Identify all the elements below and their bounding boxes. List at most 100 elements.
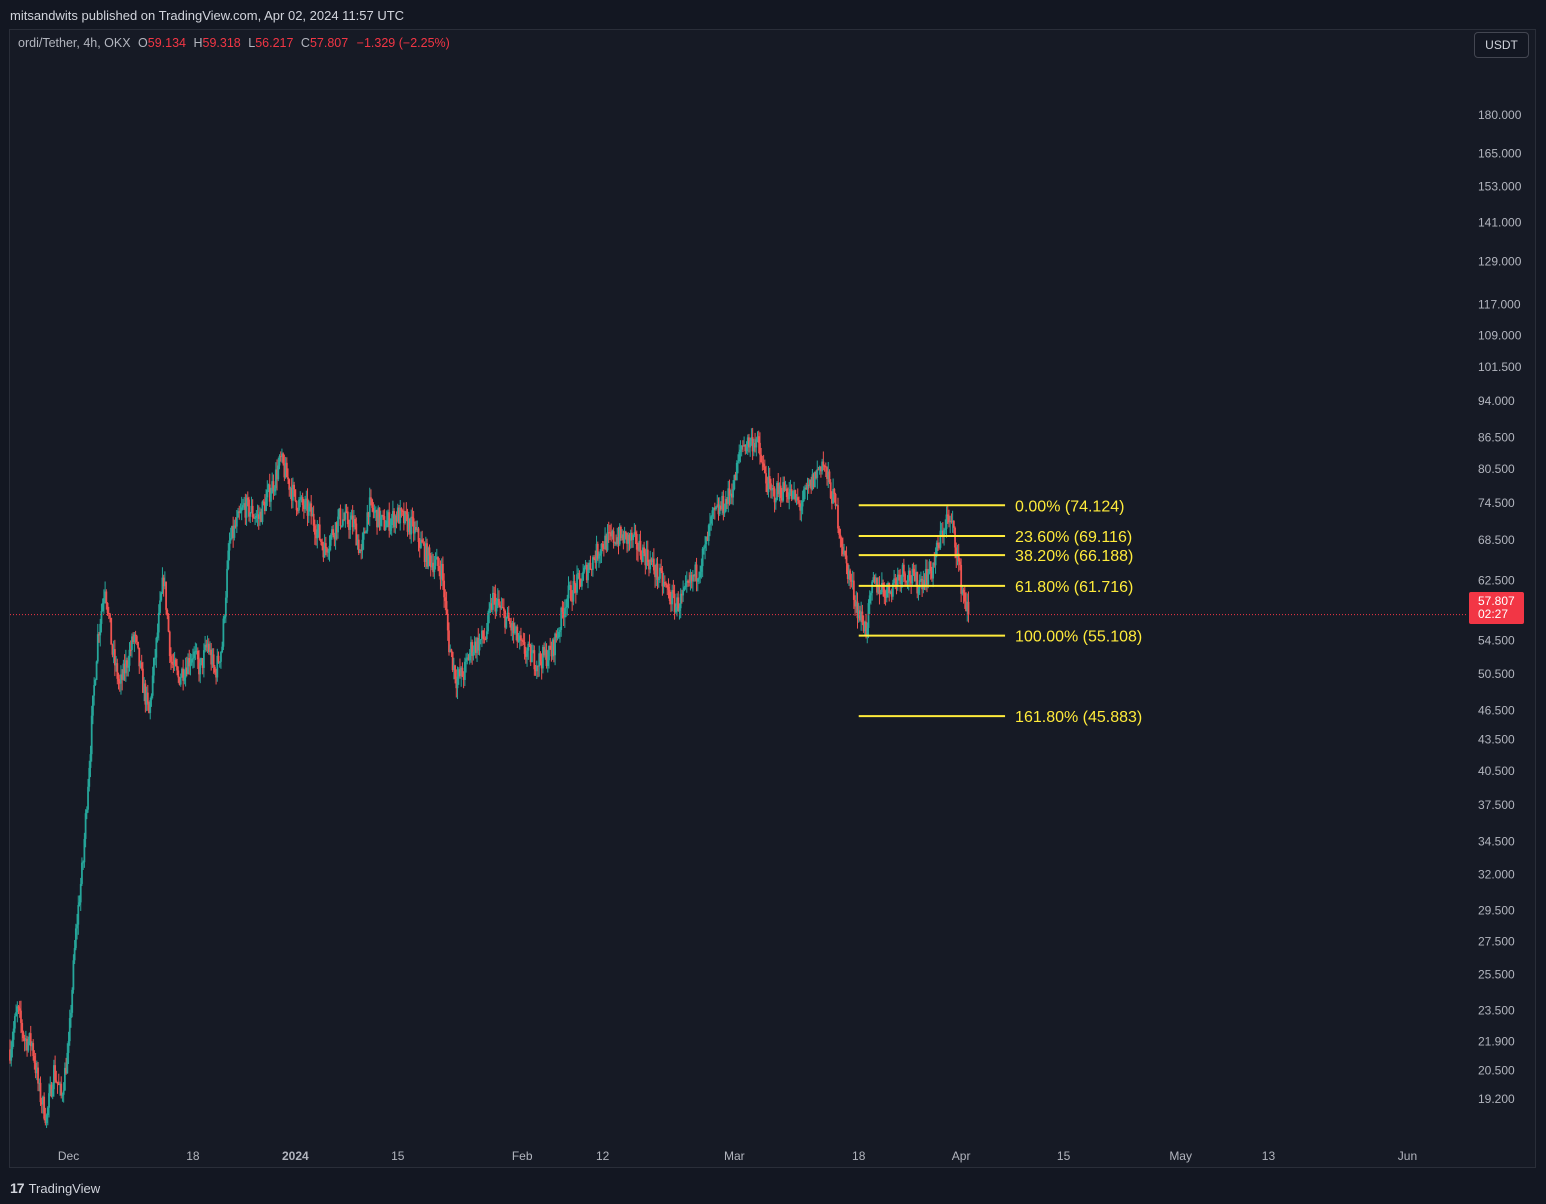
candle-body (710, 516, 713, 524)
candle-body (615, 542, 617, 545)
candle-body (818, 466, 821, 470)
candle-body (52, 1065, 55, 1090)
x-tick-label: 2024 (282, 1149, 309, 1163)
candle-body (24, 1038, 27, 1041)
candle-body (941, 530, 944, 537)
candle-body (683, 587, 686, 591)
candle-body (410, 516, 413, 535)
chart-panel[interactable] (9, 29, 1536, 1168)
candle-body (829, 482, 832, 499)
candle-body (937, 542, 939, 545)
candle-body (585, 564, 588, 581)
tradingview-logo-icon: 17 (10, 1180, 25, 1196)
candle-body (967, 601, 970, 615)
candle-body (834, 494, 837, 506)
footer-brand[interactable]: 17 TradingView (10, 1180, 100, 1196)
candle-body (393, 511, 396, 528)
candle-body (795, 497, 798, 501)
candle-body (396, 507, 399, 522)
candle-body (274, 469, 277, 489)
candle-body (484, 638, 487, 640)
y-tick-label: 40.500 (1478, 764, 1515, 778)
candle-body (199, 662, 202, 675)
candle-body (644, 553, 647, 566)
candle-body (687, 580, 689, 582)
candle-body (433, 565, 436, 573)
candle-body (60, 1083, 63, 1096)
candle-body (167, 615, 170, 632)
candle-body (29, 1033, 32, 1047)
candle-body (34, 1062, 37, 1074)
candle-body (929, 561, 932, 571)
candle-body (305, 498, 308, 501)
candle-body (345, 511, 348, 513)
candle-body (713, 507, 716, 510)
candle-body (524, 653, 527, 657)
candle-body (224, 597, 227, 617)
candle-body (411, 516, 414, 519)
candle-body (417, 528, 420, 542)
candle-body (135, 636, 138, 642)
candle-body (261, 501, 264, 522)
candle-body (144, 683, 147, 705)
symbol-label[interactable]: ordi/Tether, 4h, OKX (18, 36, 131, 50)
candle-body (709, 523, 711, 526)
last-price-label: 57.807 02:27 (1469, 592, 1524, 624)
candle-body (398, 507, 400, 524)
candle-body (777, 482, 780, 495)
candle-body (611, 531, 614, 537)
candle-body (35, 1067, 38, 1074)
candle-body (666, 585, 669, 587)
candle-body (590, 569, 593, 571)
y-tick-label: 94.000 (1478, 394, 1515, 408)
candle-body (466, 657, 469, 659)
candle-body (830, 498, 833, 504)
x-tick-label: Feb (512, 1149, 533, 1163)
candle-body (645, 549, 648, 566)
candle-body (287, 477, 289, 480)
candle-body (613, 542, 616, 544)
candle-body (583, 567, 586, 572)
candle-body (670, 600, 672, 605)
candle-body (763, 466, 766, 474)
candle-body (841, 546, 844, 555)
candle-body (435, 556, 438, 560)
candle-body (337, 516, 339, 533)
x-tick-label: 18 (186, 1149, 200, 1163)
currency-button[interactable]: USDT (1474, 32, 1529, 58)
candle-body (316, 529, 319, 539)
candle-body (567, 585, 570, 599)
candle-body (100, 611, 103, 624)
candle-body (227, 550, 230, 569)
candle-body (441, 563, 444, 581)
candle-body (431, 562, 433, 568)
candle-body (711, 510, 714, 517)
candle-body (948, 515, 950, 523)
candle-body (101, 602, 104, 612)
candle-body (835, 505, 838, 507)
candle-body (446, 613, 449, 631)
candle-body (544, 649, 547, 656)
candle-body (246, 497, 249, 500)
candle-body (390, 518, 393, 526)
candle-body (250, 505, 253, 513)
publisher-line: mitsandwits published on TradingView.com… (10, 8, 405, 23)
candle-body (701, 548, 704, 567)
candle-body (40, 1102, 43, 1105)
candle-body (833, 488, 836, 495)
candle-body (872, 577, 875, 582)
candle-body (966, 601, 969, 612)
candle-body (950, 520, 953, 522)
candle-body (329, 534, 332, 546)
candle-body (343, 519, 346, 521)
candle-body (413, 527, 416, 534)
candle-body (432, 562, 435, 573)
candle-body (177, 670, 180, 678)
candle-body (444, 597, 447, 602)
candle-body (381, 515, 383, 518)
candle-body (533, 650, 536, 670)
candle-body (333, 535, 336, 540)
candle-body (270, 493, 272, 502)
candle-body (412, 518, 415, 534)
